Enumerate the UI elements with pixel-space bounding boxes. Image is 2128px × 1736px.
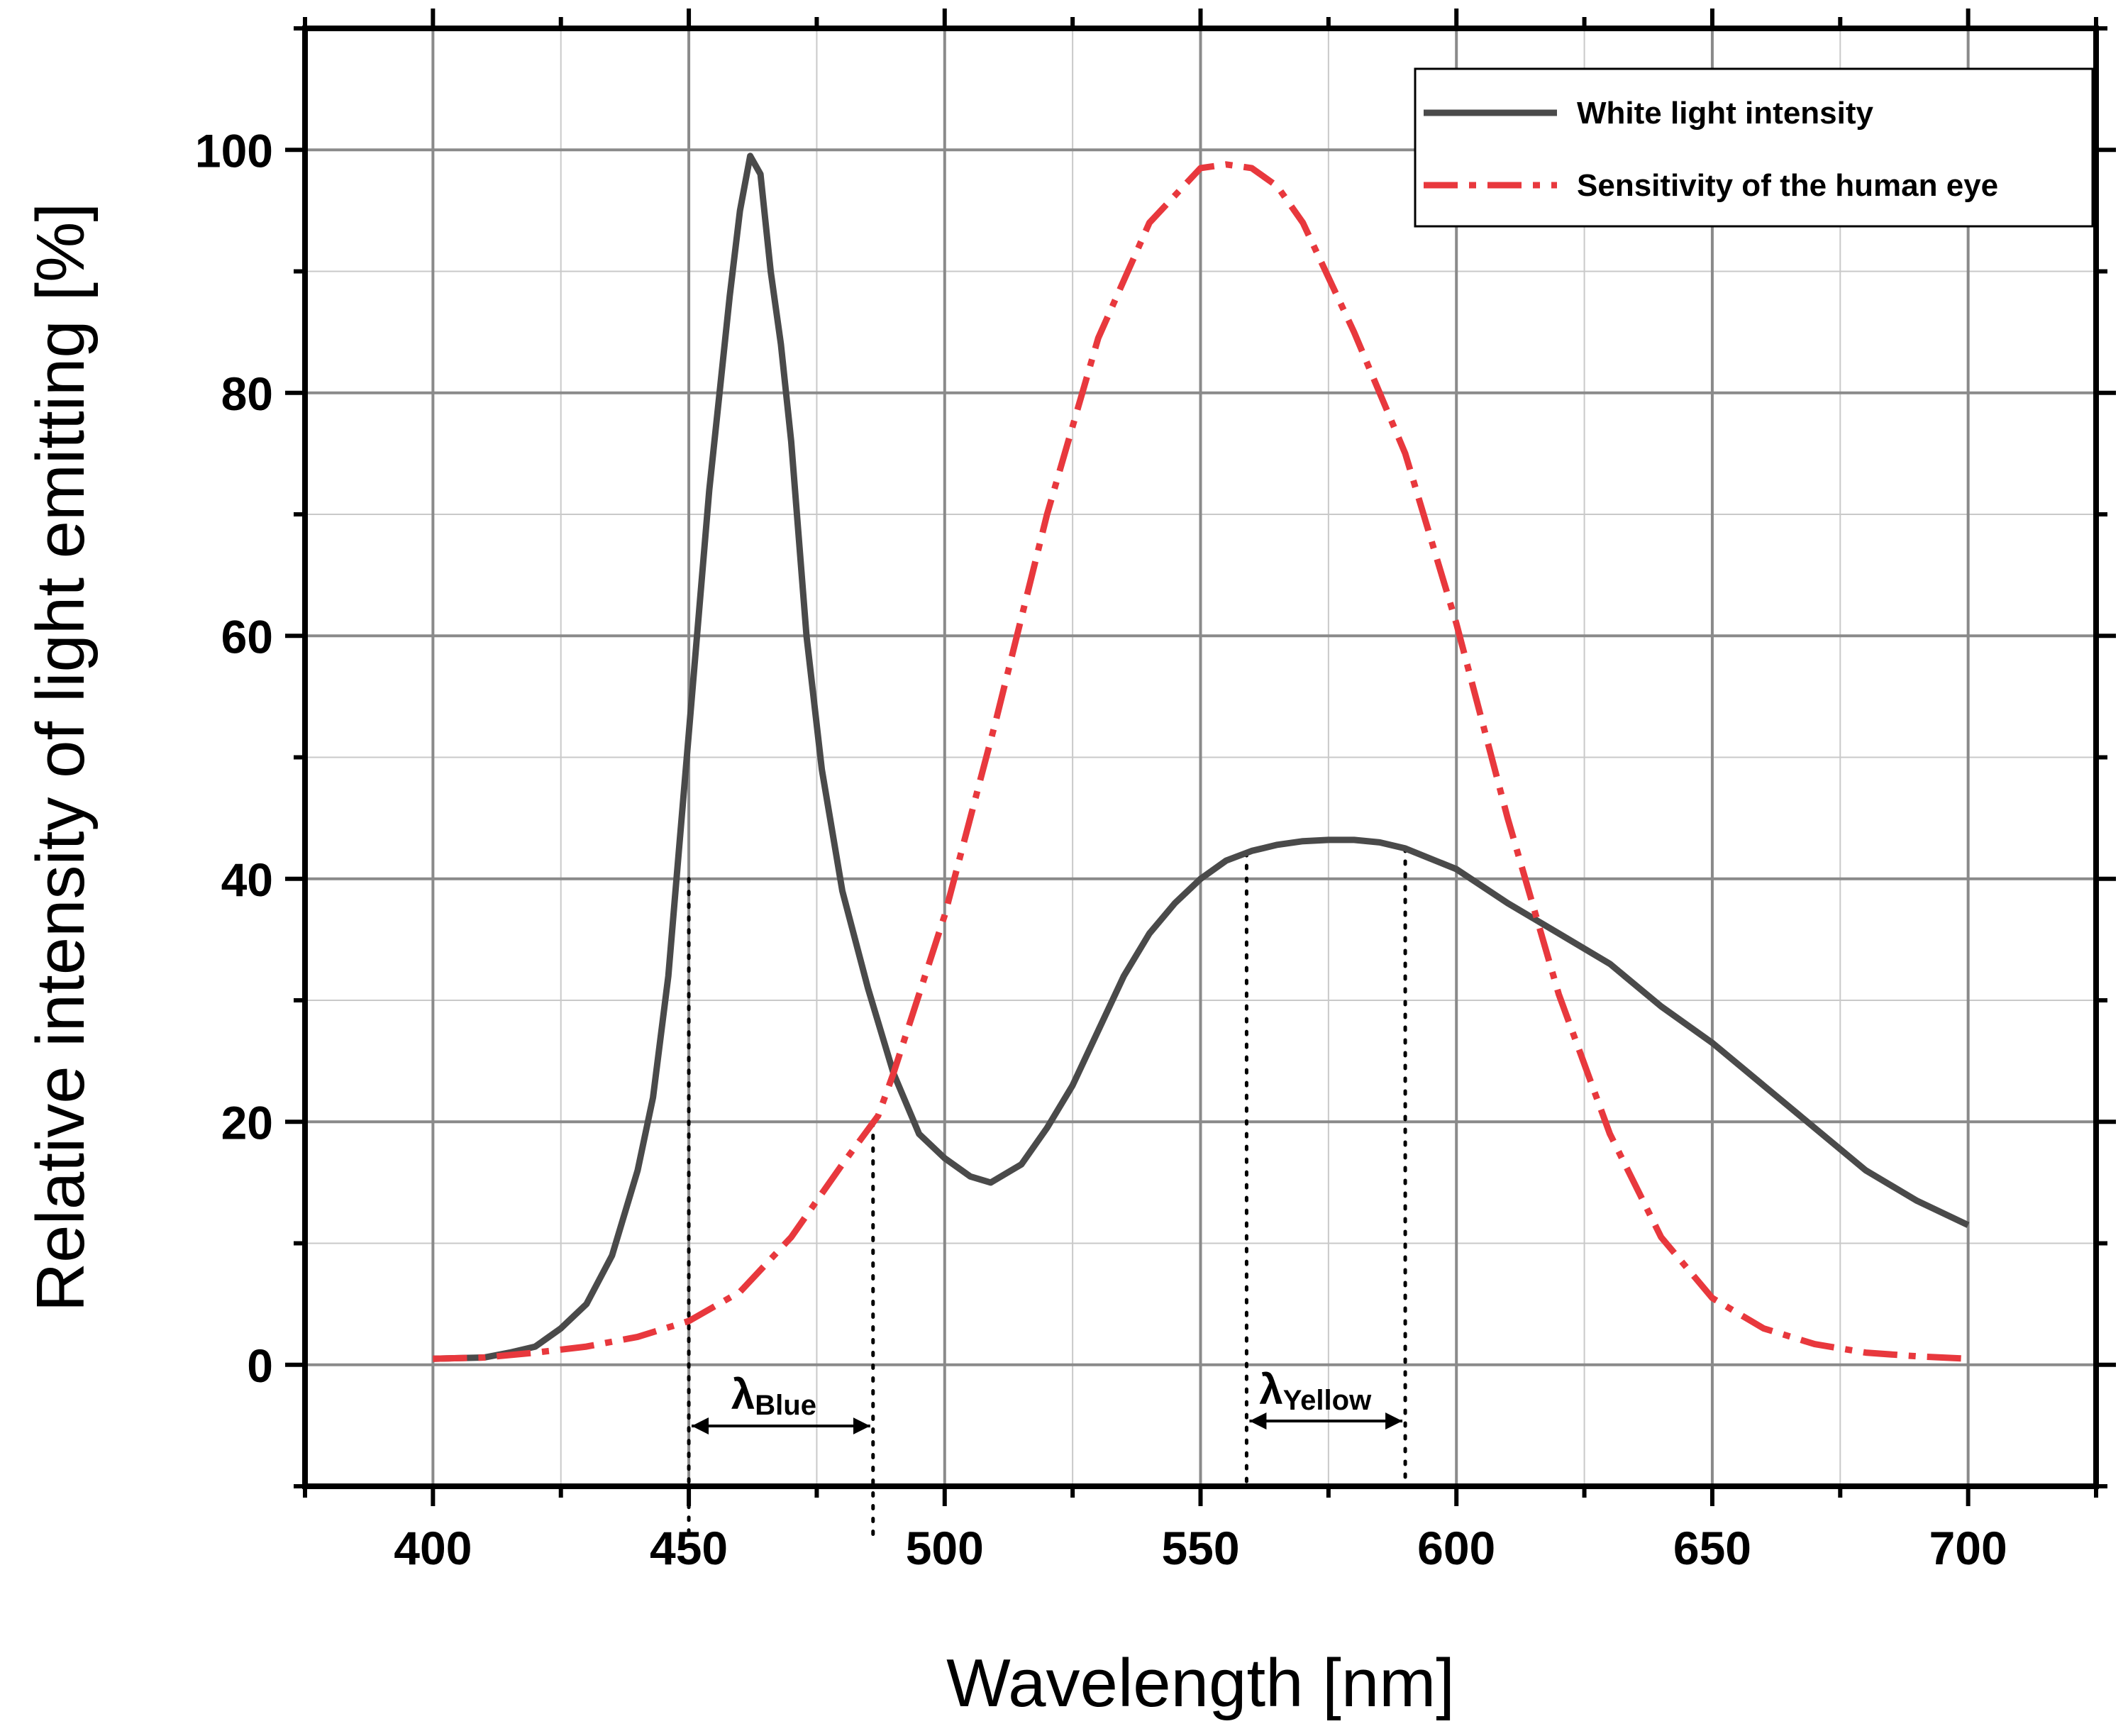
x-tick-label: 400 bbox=[394, 1522, 472, 1574]
axis-ticks bbox=[285, 9, 2116, 1506]
series-line-white-light bbox=[433, 153, 1970, 1362]
legend-label-eye-sensitivity: Sensitivity of the human eye bbox=[1577, 168, 1998, 203]
legend: White light intensity Sensitivity of the… bbox=[1414, 67, 2094, 228]
x-tick-label: 600 bbox=[1417, 1522, 1495, 1574]
x-tick-label: 550 bbox=[1161, 1522, 1239, 1574]
annotation-subscript: Yellow bbox=[1283, 1385, 1372, 1416]
annotation-label: λYellow bbox=[1259, 1366, 1372, 1416]
y-tick-label: 20 bbox=[221, 1096, 273, 1149]
y-axis-title: Relative intensity of light emitting [%] bbox=[23, 203, 99, 1312]
annotation-lambda: λ bbox=[731, 1371, 755, 1418]
legend-label-white-light: White light intensity bbox=[1577, 96, 1874, 131]
y-tick-label: 100 bbox=[195, 124, 273, 177]
tick-labels: 400 450 500 550 600 650 700 0 20 40 60 80 100 bbox=[195, 124, 2007, 1574]
series-line-eye-sensitivity bbox=[433, 161, 1968, 1362]
annotation-label: λBlue bbox=[731, 1371, 816, 1421]
x-tick-label: 500 bbox=[906, 1522, 984, 1574]
annotation-subscript: Blue bbox=[755, 1390, 816, 1421]
y-tick-label: 40 bbox=[221, 853, 273, 906]
y-tick-label: 80 bbox=[221, 367, 273, 420]
x-tick-label: 650 bbox=[1673, 1522, 1751, 1574]
legend-box bbox=[1414, 67, 2094, 228]
x-tick-label: 700 bbox=[1929, 1522, 2007, 1574]
y-tick-label: 60 bbox=[221, 610, 273, 663]
y-tick-label: 0 bbox=[247, 1339, 273, 1392]
annotations: λBlue λYellow bbox=[687, 846, 1407, 1538]
x-tick-label: 450 bbox=[650, 1522, 728, 1574]
x-axis-title: Wavelength [nm] bbox=[946, 1645, 1455, 1721]
series-layer bbox=[433, 153, 1970, 1362]
annotation-lambda: λ bbox=[1259, 1366, 1282, 1413]
